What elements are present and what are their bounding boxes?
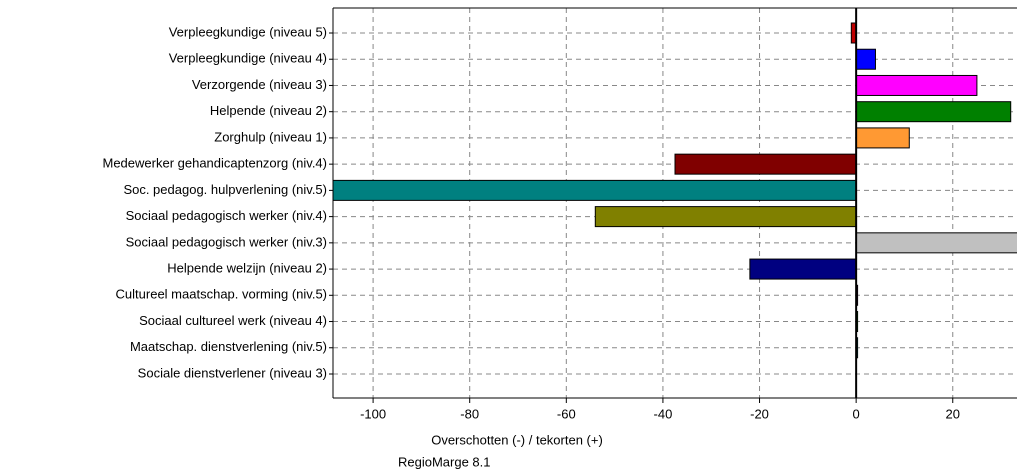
y-tick-label: Soc. pedagog. hulpverlening (niv.5) [123, 182, 327, 197]
y-tick-label: Verzorgende (niveau 3) [192, 77, 327, 92]
bar [855, 101, 1012, 123]
x-tick-label: 20 [946, 406, 960, 421]
y-tick-label: Zorghulp (niveau 1) [214, 129, 327, 144]
x-tick-label: -40 [654, 406, 673, 421]
y-tick-label: Maatschap. dienstverlening (niv.5) [130, 339, 327, 354]
bar [749, 258, 857, 280]
bar [855, 48, 876, 70]
x-axis-label: Overschotten (-) / tekorten (+) [431, 432, 603, 447]
y-tick-label: Verpleegkundige (niveau 5) [169, 24, 327, 39]
y-tick-label: Verpleegkundige (niveau 4) [169, 51, 327, 66]
y-tick-label: Helpende welzijn (niveau 2) [167, 261, 327, 276]
bar [594, 206, 857, 228]
x-tick-label: -80 [460, 406, 479, 421]
y-tick-label: Sociaal cultureel werk (niveau 4) [139, 313, 327, 328]
bar [674, 153, 857, 175]
x-tick-label: -100 [360, 406, 386, 421]
y-tick-label: Cultureel maatschap. vorming (niv.5) [116, 287, 327, 302]
bar [855, 127, 910, 149]
x-tick-label: 0 [853, 406, 860, 421]
x-tick-label: -20 [750, 406, 769, 421]
y-tick-label: Helpende (niveau 2) [210, 103, 327, 118]
bar [855, 232, 1017, 254]
footer: RegioMarge 8.1 [398, 454, 491, 469]
bar [855, 74, 978, 96]
bar [333, 179, 857, 201]
y-tick-label: Sociaal pedagogisch werker (niv.4) [126, 208, 327, 223]
x-tick-label: -60 [557, 406, 576, 421]
y-tick-label: Sociaal pedagogisch werker (niv.3) [126, 234, 327, 249]
bars [333, 22, 1017, 359]
y-tick-label: Medewerker gehandicaptenzorg (niv.4) [103, 156, 328, 171]
y-tick-label: Sociale dienstverlener (niveau 3) [138, 365, 327, 380]
